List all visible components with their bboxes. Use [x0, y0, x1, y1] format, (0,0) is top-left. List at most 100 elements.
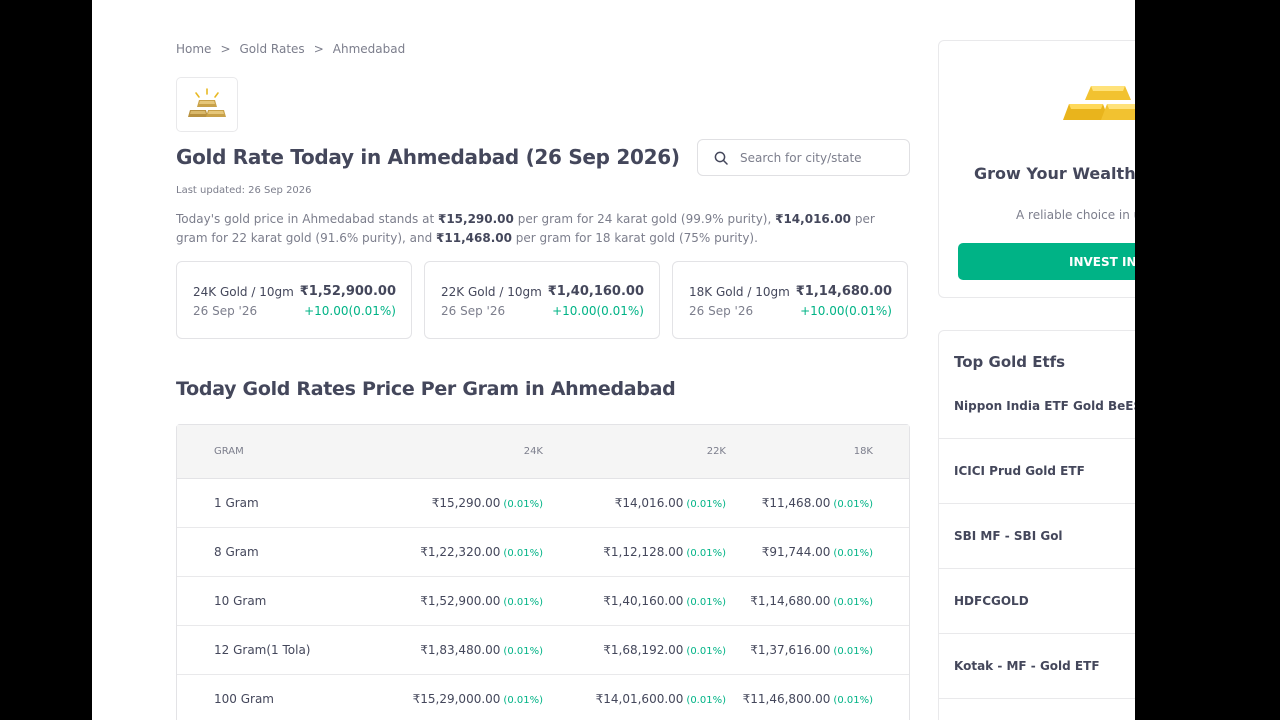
cell-price: ₹1,83,480.00	[420, 643, 501, 657]
cell-price: ₹14,016.00	[614, 496, 684, 510]
gold-bars-icon	[188, 87, 226, 117]
search-icon	[714, 151, 728, 165]
cell-price: ₹1,52,900.00	[420, 594, 501, 608]
city-search[interactable]	[697, 139, 910, 176]
rate-card-18k[interactable]: 18K Gold / 10gm 26 Sep '26 ₹1,14,680.00 …	[672, 261, 908, 339]
gold-bars-icon	[1063, 86, 1135, 120]
cell-18k: ₹1,37,616.00 (0.01%)	[726, 643, 873, 657]
cell-24k: ₹15,290.00 (0.01%)	[317, 496, 543, 510]
cell-change: (0.01%)	[833, 548, 873, 559]
cell-gram: 8 Gram	[214, 545, 259, 559]
cell-price: ₹15,290.00	[431, 496, 501, 510]
cell-22k: ₹1,68,192.00 (0.01%)	[543, 643, 726, 657]
cell-price: ₹15,29,000.00	[412, 692, 501, 706]
last-updated: Last updated: 26 Sep 2026	[176, 185, 312, 196]
card-price: ₹1,40,160.00	[547, 284, 644, 299]
promo-title: Grow Your Wealth w	[974, 164, 1135, 183]
promo-subtitle: A reliable choice in ur	[1016, 208, 1135, 222]
etf-item[interactable]: SBI MF - SBI Gol	[939, 504, 1135, 569]
column-header-gram: GRAM	[214, 446, 244, 457]
table-row: 8 Gram ₹1,22,320.00 (0.01%) ₹1,12,128.00(…	[177, 528, 909, 577]
table-row: 10 Gram ₹1,52,900.00 (0.01%) ₹1,40,160.00…	[177, 577, 909, 626]
cell-change: (0.01%)	[503, 597, 543, 608]
cell-change: (0.01%)	[833, 695, 873, 706]
card-label: 18K Gold / 10gm	[689, 285, 790, 299]
rate-card-24k[interactable]: 24K Gold / 10gm 26 Sep '26 ₹1,52,900.00 …	[176, 261, 412, 339]
cell-change: (0.01%)	[833, 646, 873, 657]
table-row: 1 Gram ₹15,290.00 (0.01%) ₹14,016.00 (0.01…	[177, 479, 909, 528]
breadcrumb: Home > Gold Rates > Ahmedabad	[176, 42, 405, 56]
breadcrumb-current: Ahmedabad	[332, 42, 406, 56]
table-row: 12 Gram(1 Tola) ₹1,83,480.00 (0.01%) ₹1,6…	[177, 626, 909, 675]
cell-gram: 100 Gram	[214, 692, 274, 706]
cell-change: (0.01%)	[503, 695, 543, 706]
cell-price: ₹11,468.00	[761, 496, 831, 510]
desc-text: per gram for 24 karat gold (99.9% purity…	[513, 212, 776, 226]
breadcrumb-gold-rates[interactable]: Gold Rates	[239, 42, 305, 56]
cell-24k: ₹1,83,480.00 (0.01%)	[317, 643, 543, 657]
cell-change: (0.01%)	[686, 597, 726, 608]
breadcrumb-home[interactable]: Home	[176, 42, 212, 56]
section-title: Today Gold Rates Price Per Gram in Ahmed…	[176, 378, 676, 400]
invest-in-gold-button[interactable]: INVEST IN G	[958, 243, 1135, 280]
cell-gram: 1 Gram	[214, 496, 259, 510]
column-header-22k: 22K	[706, 446, 726, 457]
rate-card-22k[interactable]: 22K Gold / 10gm 26 Sep '26 ₹1,40,160.00 …	[424, 261, 660, 339]
cell-gram: 10 Gram	[214, 594, 267, 608]
cell-change: (0.01%)	[686, 499, 726, 510]
card-label: 24K Gold / 10gm	[193, 285, 294, 299]
card-label: 22K Gold / 10gm	[441, 285, 542, 299]
cell-change: (0.01%)	[503, 499, 543, 510]
cell-18k: ₹11,468.00 (0.01%)	[726, 496, 873, 510]
invest-promo-card: Grow Your Wealth w A reliable choice in …	[938, 40, 1135, 298]
cell-price: ₹14,01,600.00	[595, 692, 684, 706]
etf-item[interactable]: Kotak - MF - Gold ETF	[939, 634, 1135, 699]
card-change: +10.00(0.01%)	[552, 304, 644, 318]
etfs-title: Top Gold Etfs	[954, 353, 1066, 371]
gold-rates-table: GRAM 24K 22K 18K 1 Gram ₹15,290.00 (0.01%…	[176, 424, 910, 720]
desc-24k-price: ₹15,290.00	[437, 212, 514, 226]
cell-price: ₹1,12,128.00	[603, 545, 684, 559]
card-date: 26 Sep '26	[193, 304, 258, 318]
cell-price: ₹1,40,160.00	[603, 594, 684, 608]
card-price: ₹1,52,900.00	[299, 284, 396, 299]
card-date: 26 Sep '26	[689, 304, 754, 318]
column-header-24k: 24K	[523, 446, 543, 457]
cell-18k: ₹11,46,800.00 (0.01%)	[726, 692, 873, 706]
cell-22k: ₹1,12,128.00 (0.01%)	[543, 545, 726, 559]
rate-cards: 24K Gold / 10gm 26 Sep '26 ₹1,52,900.00 …	[176, 261, 908, 339]
cell-gram: 12 Gram(1 Tola)	[214, 643, 311, 657]
column-header-18k: 18K	[853, 446, 873, 457]
desc-18k-price: ₹11,468.00	[436, 231, 512, 245]
cell-24k: ₹1,52,900.00 (0.01%)	[317, 594, 543, 608]
cell-price: ₹1,68,192.00	[603, 643, 684, 657]
desc-22k-price: ₹14,016.00	[775, 212, 852, 226]
cell-price: ₹11,46,800.00	[742, 692, 831, 706]
cell-change: (0.01%)	[686, 548, 726, 559]
cell-price: ₹1,37,616.00	[750, 643, 831, 657]
desc-text: per gram for 18 karat gold (75% purity).	[511, 231, 758, 245]
cell-change: (0.01%)	[686, 646, 726, 657]
cell-22k: ₹14,01,600.00 (0.01%)	[543, 692, 726, 706]
etf-item[interactable]: ICICI Prud Gold ETF	[939, 439, 1135, 504]
cell-18k: ₹1,14,680.00 (0.01%)	[726, 594, 873, 608]
search-input[interactable]	[740, 150, 890, 165]
etf-item[interactable]: HDFCGOLD	[939, 569, 1135, 634]
cell-change: (0.01%)	[833, 597, 873, 608]
cell-24k: ₹15,29,000.00 (0.01%)	[317, 692, 543, 706]
cell-change: (0.01%)	[833, 499, 873, 510]
cell-price: ₹1,14,680.00	[750, 594, 831, 608]
cell-24k: ₹1,22,320.00 (0.01%)	[317, 545, 543, 559]
table-row: 100 Gram ₹15,29,000.00 (0.01%) ₹14,01,600…	[177, 675, 909, 720]
breadcrumb-separator: >	[313, 42, 324, 56]
desc-text: Today's gold price in Ahmedabad stands a…	[176, 212, 438, 226]
cell-change: (0.01%)	[686, 695, 726, 706]
page: Home > Gold Rates > Ahmedabad Gold Rate …	[92, 0, 1135, 720]
desc-text: per gram for 22 karat gold (91.6% purity…	[176, 212, 875, 245]
cell-change: (0.01%)	[503, 548, 543, 559]
card-change: +10.00(0.01%)	[304, 304, 396, 318]
cell-22k: ₹1,40,160.00 (0.01%)	[543, 594, 726, 608]
etf-item[interactable]: Nippon India ETF Gold BeES	[939, 374, 1135, 439]
cell-change: (0.01%)	[503, 646, 543, 657]
cell-price: ₹1,22,320.00	[420, 545, 501, 559]
